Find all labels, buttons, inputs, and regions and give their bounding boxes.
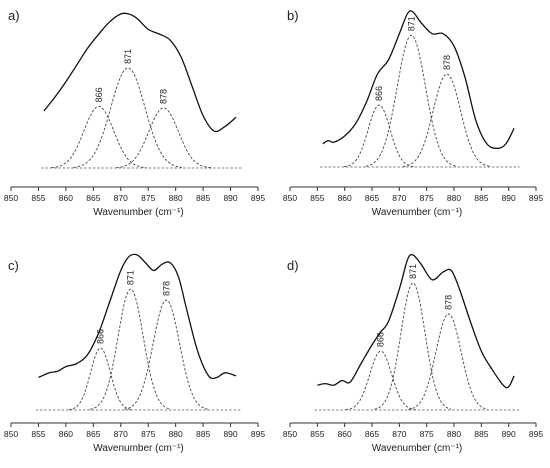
x-tick-label: 880	[169, 429, 183, 439]
x-tick-label: 860	[59, 429, 73, 439]
x-tick-label: 850	[4, 193, 18, 203]
x-tick-label: 850	[283, 193, 297, 203]
peak-component-866	[344, 104, 414, 168]
x-tick-label: 855	[310, 429, 324, 439]
peak-label: 871	[126, 270, 136, 285]
observed-spectrum-line	[317, 253, 515, 389]
peak-label: 866	[95, 329, 105, 344]
x-axis-title: Wavenumber (cm⁻¹)	[372, 443, 462, 454]
x-tick-label: 895	[251, 429, 265, 439]
observed-spectrum-line	[322, 10, 515, 150]
x-tick-label: 860	[59, 193, 73, 203]
x-tick-label: 855	[31, 193, 45, 203]
peak-label: 878	[161, 281, 171, 296]
x-tick-label: 870	[392, 429, 406, 439]
x-tick-label: 885	[196, 193, 210, 203]
peak-label: 878	[442, 55, 452, 70]
x-tick-label: 875	[420, 429, 434, 439]
observed-spectrum-line	[43, 12, 237, 133]
x-tick-label: 890	[223, 429, 237, 439]
x-tick-label: 865	[86, 429, 100, 439]
x-axis-title: Wavenumber (cm⁻¹)	[93, 443, 183, 454]
panel-label: b)	[287, 8, 299, 23]
peak-component-878	[116, 107, 211, 169]
peak-label: 866	[94, 87, 104, 102]
x-tick-label: 880	[447, 193, 461, 203]
peak-label: 871	[123, 49, 133, 64]
x-tick-label: 875	[141, 193, 155, 203]
peak-component-871	[90, 288, 170, 410]
x-tick-label: 875	[420, 193, 434, 203]
x-tick-label: 855	[310, 193, 324, 203]
x-tick-label: 860	[338, 429, 352, 439]
x-tick-label: 890	[502, 429, 516, 439]
panel-label: a)	[8, 8, 20, 23]
x-tick-label: 885	[474, 429, 488, 439]
peak-component-878	[408, 313, 488, 410]
panel-label: c)	[8, 258, 19, 273]
x-tick-label: 865	[365, 193, 379, 203]
peak-label: 871	[408, 264, 418, 279]
peak-label: 866	[376, 332, 386, 347]
peak-component-871	[365, 34, 457, 167]
x-tick-label: 855	[31, 429, 45, 439]
x-tick-label: 865	[365, 429, 379, 439]
x-tick-label: 870	[114, 429, 128, 439]
peak-component-878	[403, 73, 491, 167]
peak-component-866	[345, 350, 416, 411]
observed-spectrum-line	[38, 253, 237, 380]
x-tick-label: 875	[141, 429, 155, 439]
peak-label: 878	[159, 89, 169, 104]
x-tick-label: 890	[502, 193, 516, 203]
x-tick-label: 895	[529, 429, 543, 439]
x-tick-label: 885	[196, 429, 210, 439]
x-tick-label: 850	[283, 429, 297, 439]
peak-component-871	[374, 282, 452, 410]
x-tick-label: 860	[338, 193, 352, 203]
x-tick-label: 865	[86, 193, 100, 203]
peak-label: 866	[374, 86, 384, 101]
x-tick-label: 895	[251, 193, 265, 203]
peak-label: 878	[444, 295, 454, 310]
x-tick-label: 885	[474, 193, 488, 203]
peak-label: 871	[406, 16, 416, 31]
peak-component-866	[68, 347, 133, 411]
peak-component-878	[124, 299, 208, 410]
x-tick-label: 890	[223, 193, 237, 203]
x-tick-label: 880	[447, 429, 461, 439]
x-tick-label: 850	[4, 429, 18, 439]
peak-component-871	[73, 67, 182, 168]
x-axis-title: Wavenumber (cm⁻¹)	[372, 207, 462, 218]
x-axis-title: Wavenumber (cm⁻¹)	[93, 207, 183, 218]
peak-component-866	[51, 105, 147, 169]
x-tick-label: 880	[169, 193, 183, 203]
x-tick-label: 870	[114, 193, 128, 203]
x-tick-label: 870	[392, 193, 406, 203]
panel-label: d)	[287, 258, 299, 273]
x-tick-label: 895	[529, 193, 543, 203]
